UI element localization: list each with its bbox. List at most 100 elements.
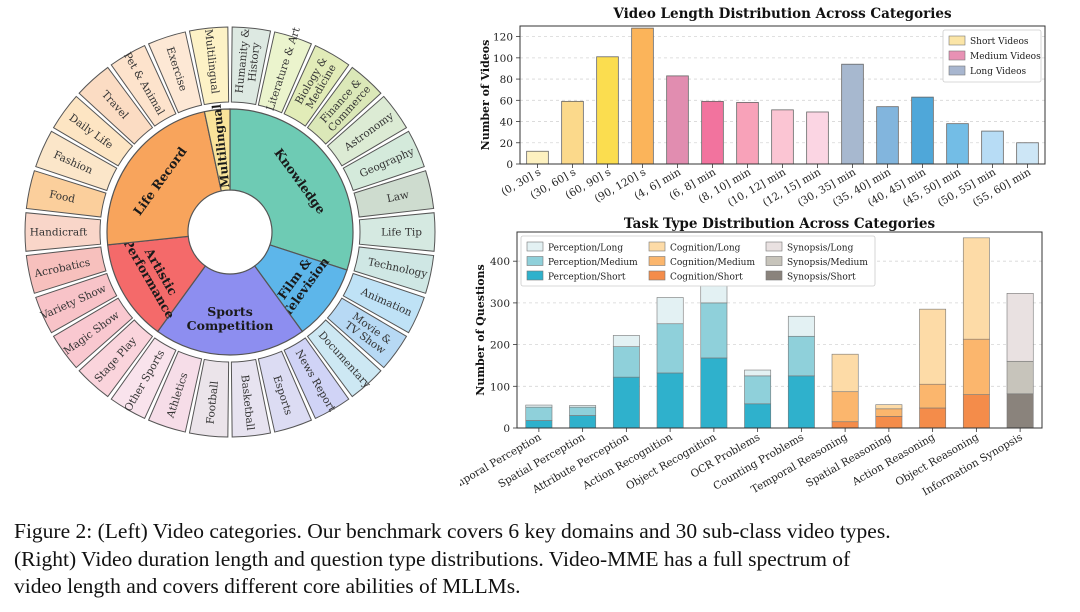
task-bar-short-temporal-perception (525, 420, 553, 429)
length-ytick-label: 60 (500, 95, 513, 107)
figure-caption: Figure 2: (Left) Video categories. Our b… (14, 518, 1074, 601)
length-plot-frame (519, 25, 1046, 165)
caption-line-3: video length and covers different core a… (14, 574, 521, 598)
length-bar-8-10-min (736, 102, 759, 165)
length-bar-0-30-s (526, 150, 549, 165)
task-ytick-label: 200 (490, 340, 510, 352)
subclass-segment-humanity-history (230, 26, 272, 106)
length-ytick-label: 100 (493, 53, 513, 65)
length-bar-60-90-s (596, 56, 619, 165)
task-bar-short-counting-problems (787, 375, 815, 429)
task-legend-swatch (765, 256, 783, 266)
subclass-segment-animation (342, 272, 425, 334)
task-bar-short-attribute-perception (612, 376, 640, 429)
task-bar-long-spatial-reasoning (875, 404, 903, 410)
subclass-segment-fashion (35, 130, 118, 192)
task-bar-medium-spatial-reasoning (875, 408, 903, 417)
subclass-label-life-tip: Life Tip (381, 227, 422, 239)
subclass-segment-movie-tv-show (326, 297, 408, 369)
task-bar-short-object-reasoning (962, 394, 990, 429)
task-bar-long-action-recognition (656, 297, 684, 325)
task-legend-label: Synopsis/Medium (787, 258, 868, 268)
task-legend-label: Perception/Medium (548, 258, 638, 268)
task-bar-long-ocr-problems (744, 369, 772, 377)
task-legend-swatch (765, 241, 783, 252)
length-ytick-label: 20 (500, 138, 513, 150)
task-chart-title: Task Type Distribution Across Categories (624, 216, 936, 232)
length-legend-swatch (948, 65, 966, 76)
task-bar-long-information-synopsis (1006, 293, 1034, 362)
task-plot-frame (516, 231, 1043, 429)
caption-line-1: Figure 2: (Left) Video categories. Our b… (14, 519, 891, 543)
length-ytick-label: 0 (506, 159, 513, 171)
length-legend-label: Long Videos (970, 67, 1027, 77)
subclass-segment-other-sports (110, 337, 177, 420)
task-legend-label: Cognition/Short (670, 273, 743, 283)
subclass-segment-exercise (147, 31, 203, 114)
subclass-segment-handicraft (24, 212, 102, 252)
length-bar-40-45-min (911, 96, 934, 165)
subclass-segment-food (25, 170, 107, 218)
subclass-segment-technology (353, 246, 435, 294)
task-legend (520, 235, 876, 287)
task-legend-swatch (648, 270, 666, 281)
length-legend-swatch (948, 50, 966, 61)
task-bar-medium-information-synopsis (1006, 360, 1034, 395)
subclass-segment-multilingual (188, 26, 230, 106)
task-bar-long-object-reasoning (962, 237, 990, 340)
length-bar-10-12-min (771, 109, 794, 165)
subclass-label-humanity-history: Humanity &History (233, 28, 263, 95)
subclass-label-handicraft: Handicraft (30, 227, 88, 239)
length-bar-30-60-s (561, 100, 584, 165)
length-y-axis-label: Number of Videos (479, 40, 492, 151)
subclass-segment-biology-medicine (283, 44, 350, 127)
task-bar-long-spatial-perception (569, 405, 597, 408)
task-bar-long-action-reasoning (919, 308, 947, 385)
task-bar-short-information-synopsis (1006, 393, 1034, 429)
task-bar-short-action-reasoning (919, 407, 947, 429)
subclass-segment-stage-play (78, 319, 154, 398)
task-bar-medium-counting-problems (787, 335, 815, 377)
length-bar-35-40-min (876, 106, 899, 165)
subclass-segment-football (188, 358, 230, 438)
domain-segment-life-record (106, 110, 222, 246)
subclass-label-law: Law (386, 189, 410, 205)
task-y-axis-label: Number of Questions (474, 264, 487, 395)
subclass-segment-law (353, 170, 435, 218)
subclass-segment-finance-commerce (306, 66, 382, 145)
length-bar-45-50-min (946, 123, 969, 165)
task-bar-long-attribute-perception (612, 335, 640, 347)
length-bar-30-35-min (841, 63, 864, 165)
subclass-segment-travel (78, 66, 154, 145)
task-ytick-label: 400 (490, 256, 510, 268)
subclass-segment-documentary (306, 319, 382, 398)
length-legend-label: Short Videos (970, 37, 1029, 47)
caption-line-2: (Right) Video duration length and questi… (14, 546, 851, 571)
task-legend-swatch (526, 270, 544, 281)
task-legend-swatch (526, 256, 544, 266)
task-legend-swatch (526, 241, 544, 252)
subclass-segment-life-tip (358, 212, 436, 252)
length-bar-6-8-min (701, 100, 724, 165)
task-bar-short-ocr-problems (744, 403, 772, 429)
length-ytick-label: 40 (500, 117, 513, 129)
task-bar-short-object-recognition (700, 357, 728, 429)
subclass-segment-acrobatics (25, 246, 107, 294)
subclass-segment-news-report (283, 337, 350, 420)
subclass-segment-pet-animal (110, 44, 177, 127)
task-bar-short-spatial-reasoning (875, 416, 903, 429)
task-legend-swatch (765, 270, 783, 281)
domain-segment-artistic-performance (107, 235, 207, 333)
task-legend-label: Perception/Short (548, 273, 626, 283)
length-chart-title: Video Length Distribution Across Categor… (612, 6, 952, 22)
task-legend-label: Cognition/Long (670, 244, 741, 254)
length-bar-55-60-min (1016, 142, 1039, 165)
task-ytick-label: 100 (490, 381, 510, 393)
subclass-segment-astronomy (326, 95, 408, 167)
domain-segment-sports-competition (156, 265, 304, 356)
